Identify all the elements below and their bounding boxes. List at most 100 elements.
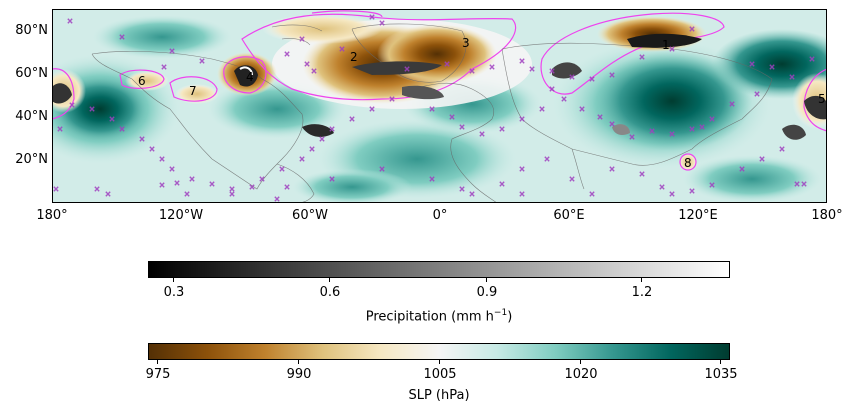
storm-track-marker	[349, 116, 355, 122]
lon-tick-60e: 60°E	[553, 208, 585, 223]
storm-track-marker	[284, 51, 290, 57]
storm-track-marker	[669, 191, 675, 197]
storm-track-marker	[689, 26, 695, 32]
precip-west-pacific	[782, 124, 806, 140]
storm-number-labels: 1 2 3 4 5 6 7 8	[138, 36, 826, 170]
contour-east-siberia	[540, 12, 725, 95]
storm-track-marker	[119, 34, 125, 40]
storm-track-marker	[749, 61, 755, 67]
lat-tick-80N: 80°N	[15, 23, 48, 38]
storm-track-marker	[159, 182, 165, 188]
storm-track-marker	[229, 191, 235, 197]
storm-track-marker	[329, 126, 335, 132]
lon-tick-180w: 180°	[36, 208, 68, 223]
precip-tick-3: 1.2	[631, 285, 653, 300]
storm-track-marker	[444, 61, 450, 67]
contour-alaska-west	[52, 68, 75, 120]
slp-high-south-atlantic	[292, 169, 412, 203]
storm-track-marker	[149, 146, 155, 152]
storm-track-marker	[469, 68, 475, 74]
storm-track-marker	[629, 134, 635, 140]
slp-tick-990: 990	[286, 367, 312, 382]
precip-hudson-light	[239, 66, 253, 76]
precip-tick-1: 0.6	[319, 285, 341, 300]
storm-track-marker	[759, 156, 765, 162]
storm-track-marker	[94, 186, 100, 192]
lon-axis: 180° 120°W 60°W 0° 60°E 120°E 180°	[0, 208, 853, 228]
storm-track-marker	[189, 176, 195, 182]
storm-label-5: 5	[818, 92, 826, 106]
lat-axis: 20°N 40°N 60°N 80°N	[0, 0, 48, 213]
contour-bering	[119, 69, 165, 89]
storm-track-marker	[259, 176, 265, 182]
precip-siberia-streak	[552, 62, 582, 79]
storm-track-marker	[649, 128, 655, 134]
slp-colorbar	[148, 343, 730, 360]
precip-label-end: )	[507, 309, 513, 325]
storm-track-marker	[809, 56, 815, 62]
storm-track-marker	[339, 46, 345, 52]
storm-track-marker	[279, 166, 285, 172]
storm-label-4: 4	[246, 70, 254, 84]
storm-track-marker	[459, 124, 465, 130]
storm-track-marker	[379, 166, 385, 172]
storm-track-marker	[689, 126, 695, 132]
storm-label-6: 6	[138, 74, 146, 88]
storm-track-marker	[53, 186, 59, 192]
storm-track-marker	[499, 126, 505, 132]
storm-track-marker	[519, 191, 525, 197]
slp-high-arctic-east	[712, 29, 827, 99]
storm-track-marker	[174, 180, 180, 186]
coastline-north-america	[91, 50, 304, 190]
storm-track-marker	[299, 156, 305, 162]
slp-tick-1020: 1020	[564, 367, 598, 382]
precip-alaska-west	[52, 83, 72, 104]
slp-precip-map: 1 2 3 4 5 6 7 8	[52, 9, 827, 203]
storm-track-marker	[379, 20, 385, 26]
storm-label-2: 2	[350, 50, 358, 64]
storm-track-marker	[589, 191, 595, 197]
slp-low-arctic	[262, 14, 382, 44]
storm-track-marker	[105, 191, 111, 197]
storm-track-marker	[794, 181, 800, 187]
contour-tropical-west-pacific	[679, 153, 697, 171]
slp-tickmark-3	[580, 360, 581, 364]
storm-track-marker	[299, 36, 305, 42]
precip-hudson	[234, 65, 258, 87]
precip-east-siberia	[627, 33, 702, 48]
precip-tick-2: 0.9	[476, 285, 498, 300]
storm-track-marker	[754, 91, 760, 97]
storm-track-marker	[109, 116, 115, 122]
precip-tickmark-0	[173, 278, 174, 282]
storm-track-marker	[499, 181, 505, 187]
storm-track-marker	[609, 166, 615, 172]
storm-track-marker	[169, 166, 175, 172]
slp-tick-975: 975	[145, 367, 171, 382]
precipitation-patches	[52, 33, 827, 140]
storm-track-marker	[429, 176, 435, 182]
slp-tick-1005: 1005	[423, 367, 457, 382]
storm-track-marker	[529, 66, 535, 72]
slp-low-bering	[125, 71, 169, 91]
storm-track-marker	[669, 46, 675, 52]
slp-tick-1035: 1035	[704, 367, 738, 382]
storm-track-marker	[119, 126, 125, 132]
storm-track-marker	[519, 116, 525, 122]
map-panel: 1 2 3 4 5 6 7 8	[52, 9, 827, 203]
storm-track-marker	[589, 76, 595, 82]
storm-track-marker	[489, 64, 495, 70]
storm-track-marker	[669, 131, 675, 137]
storm-track-marker	[579, 106, 585, 112]
slp-tickmark-0	[157, 360, 158, 364]
lon-tick-180e: 180°	[811, 208, 843, 223]
storm-track-marker	[404, 66, 410, 72]
storm-track-marker	[284, 184, 290, 190]
precip-colorbar-ticks: 0.3 0.6 0.9 1.2	[148, 278, 730, 308]
slp-tickmark-2	[439, 360, 440, 364]
storm-track-marker	[549, 68, 555, 74]
precip-colorbar-label: Precipitation (mm h−1)	[148, 308, 730, 324]
precip-label-exp: −1	[493, 308, 508, 318]
coastline-greenland	[351, 23, 467, 83]
storm-label-8: 8	[684, 156, 692, 170]
precip-tick-0: 0.3	[163, 285, 185, 300]
